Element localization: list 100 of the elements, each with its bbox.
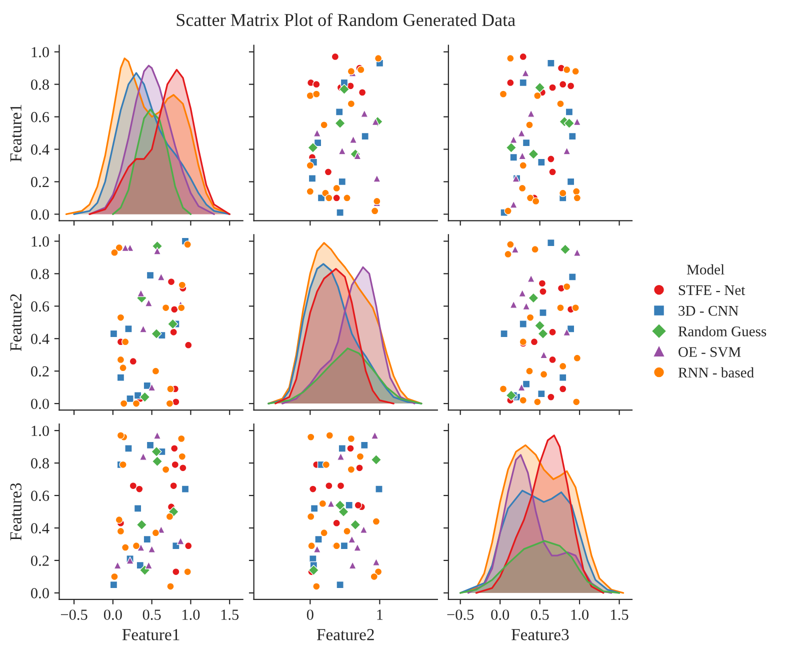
- point: [547, 238, 555, 247]
- point: [499, 385, 508, 393]
- point: [568, 132, 576, 140]
- point: [558, 80, 567, 88]
- point: [132, 400, 140, 408]
- point: [115, 244, 124, 252]
- point: [350, 519, 361, 530]
- point: [334, 500, 346, 511]
- point: [110, 572, 118, 581]
- legend-label: STFE - Net: [678, 285, 746, 296]
- point: [506, 142, 517, 153]
- point: [566, 324, 575, 333]
- point: [565, 108, 574, 116]
- point: [527, 274, 535, 282]
- y-tick-label: 0.0: [31, 398, 49, 410]
- point: [504, 207, 512, 215]
- point: [500, 330, 508, 338]
- point: [354, 544, 362, 552]
- x-tick-label: 0.5: [530, 610, 549, 620]
- point: [354, 501, 362, 510]
- point: [152, 456, 163, 467]
- point: [184, 568, 192, 576]
- point: [343, 194, 351, 202]
- point: [347, 100, 356, 108]
- point: [572, 67, 580, 76]
- point: [370, 432, 379, 440]
- x-tick-label: 1: [377, 610, 383, 620]
- point: [375, 485, 383, 493]
- x-axis-title: Feature2: [316, 629, 374, 640]
- point: [538, 328, 548, 340]
- point: [306, 162, 314, 170]
- y-tick-label: 0.8: [31, 458, 49, 469]
- point: [184, 542, 192, 550]
- point: [510, 136, 518, 144]
- point: [135, 485, 144, 493]
- point: [519, 396, 528, 404]
- point: [167, 318, 178, 330]
- y-tick-label: 0.8: [31, 268, 49, 280]
- point: [308, 542, 316, 550]
- point: [360, 110, 368, 118]
- point: [152, 528, 160, 537]
- x-tick-label: 1.5: [611, 610, 628, 620]
- point: [548, 168, 556, 176]
- x-tick-label: 1.0: [571, 610, 589, 620]
- point: [139, 392, 150, 402]
- x-tick-label: 0.0: [104, 610, 122, 620]
- point: [510, 200, 518, 208]
- point: [370, 207, 379, 215]
- point: [538, 158, 546, 166]
- legend-label: OE - SVM: [678, 347, 741, 358]
- point: [139, 452, 148, 460]
- point: [320, 121, 328, 129]
- point: [522, 138, 530, 147]
- point: [572, 398, 580, 406]
- y-tick-label: 0.6: [31, 301, 50, 312]
- y-tick-label: 1.0: [32, 236, 49, 247]
- point: [134, 392, 142, 400]
- point: [172, 568, 180, 576]
- point: [349, 136, 358, 144]
- point: [372, 118, 380, 126]
- point: [116, 374, 125, 382]
- point: [372, 558, 380, 566]
- point: [527, 110, 535, 118]
- point: [326, 432, 334, 440]
- point: [526, 367, 534, 375]
- point: [170, 444, 178, 452]
- point: [504, 250, 512, 258]
- point: [336, 208, 344, 216]
- point: [558, 362, 567, 370]
- point: [325, 194, 333, 202]
- point: [153, 247, 162, 255]
- point: [318, 500, 327, 508]
- point: [306, 433, 315, 441]
- legend-label: RNN - based: [678, 367, 754, 378]
- point: [522, 380, 530, 388]
- point: [519, 162, 528, 170]
- point: [184, 341, 192, 349]
- point: [178, 452, 186, 460]
- x-tick-label: −0.5: [447, 610, 474, 620]
- point: [151, 328, 162, 340]
- point: [148, 545, 156, 553]
- point: [358, 88, 366, 96]
- point: [534, 92, 542, 100]
- point: [528, 148, 539, 160]
- point: [538, 280, 546, 288]
- y-tick-label: 0.2: [31, 366, 49, 377]
- point: [170, 306, 178, 314]
- point: [530, 338, 538, 346]
- point: [347, 434, 356, 443]
- y-tick-label: 0.0: [31, 588, 49, 598]
- y-tick-label: 0.0: [31, 209, 49, 220]
- point: [177, 304, 186, 312]
- point: [320, 528, 328, 537]
- legend-label: Random Guess: [678, 326, 766, 336]
- point: [506, 240, 514, 248]
- point: [518, 184, 526, 192]
- y-tick-label: 1.0: [32, 426, 49, 436]
- point: [167, 278, 176, 286]
- y-axis-title: Feature3: [10, 483, 22, 540]
- point: [519, 320, 528, 328]
